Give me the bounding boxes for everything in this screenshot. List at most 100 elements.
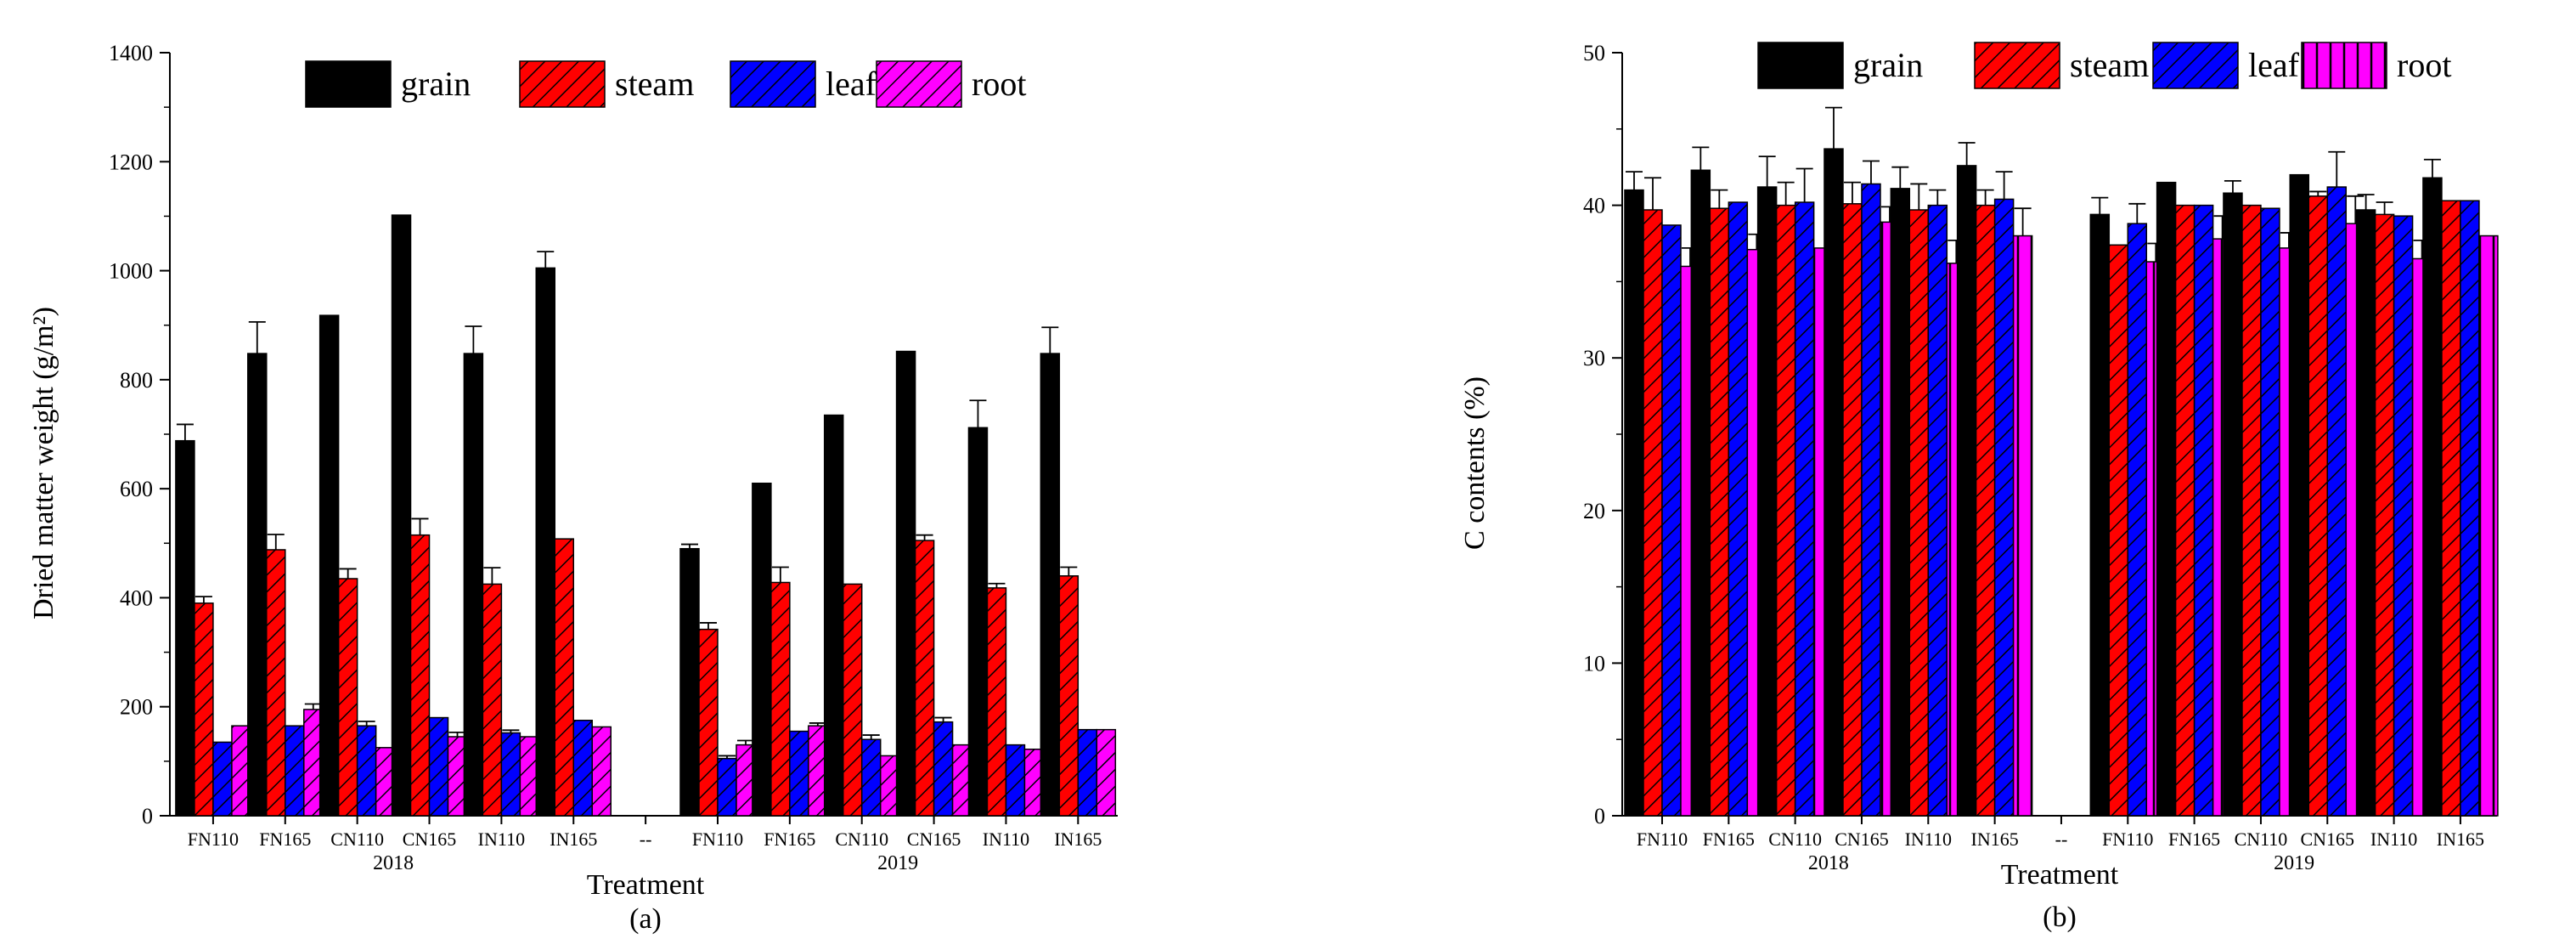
bar-leaf — [717, 757, 737, 817]
bar-leaf — [1728, 201, 1749, 817]
group-label: 2019 — [2274, 852, 2314, 874]
bar-leaf — [428, 716, 449, 817]
legend-label-root: root — [2397, 46, 2451, 84]
bar-grain — [1690, 169, 1711, 817]
y-tick-label: 1200 — [109, 150, 153, 174]
bar-leaf — [1993, 198, 2015, 817]
bar-grain — [679, 547, 700, 817]
bar-steam — [2441, 200, 2461, 817]
bar-leaf — [2260, 207, 2280, 817]
y-tick-label: 0 — [1594, 804, 1605, 828]
bar-steam — [1842, 203, 1863, 817]
bar-root — [1096, 728, 1117, 817]
x-tick-label: FN110 — [692, 828, 743, 850]
y-tick-label: 600 — [120, 477, 153, 501]
bar-grain — [1823, 148, 1844, 817]
bar-grain — [2289, 173, 2310, 817]
y-tick-label: 40 — [1583, 194, 1605, 218]
x-tick-label: IN165 — [1054, 828, 1102, 850]
x-tick-label: CN110 — [835, 828, 888, 850]
group-label: 2018 — [1808, 852, 1849, 874]
legend-swatch-root — [2301, 42, 2387, 89]
y-tick-label: 1000 — [109, 259, 153, 284]
bar-leaf — [2127, 223, 2148, 817]
bar-steam — [554, 538, 575, 817]
x-tick-label: CN165 — [907, 828, 961, 850]
y-tick-label: 10 — [1583, 651, 1605, 676]
bar-grain — [318, 314, 340, 817]
bar-grain — [823, 414, 844, 817]
bar-grain — [2422, 177, 2443, 817]
bar-steam — [1058, 575, 1079, 817]
bar-steam — [842, 583, 863, 817]
x-tick-label: CN165 — [403, 828, 457, 850]
x-tick-label: CN110 — [2235, 828, 2288, 850]
bar-grain — [752, 482, 772, 817]
bar-leaf — [356, 725, 377, 817]
x-tick-label: FN165 — [1703, 828, 1755, 850]
bar-leaf — [285, 725, 305, 817]
y-tick-label: 800 — [120, 368, 153, 393]
legend-swatch-leaf — [2152, 42, 2239, 89]
bar-steam — [698, 628, 719, 817]
bar-leaf — [1927, 204, 1948, 817]
x-tick-label: IN110 — [2370, 828, 2417, 850]
bar-leaf — [212, 741, 233, 817]
bar-steam — [1643, 209, 1663, 817]
bar-leaf — [2460, 200, 2480, 817]
bar-leaf — [933, 721, 954, 817]
bar-steam — [2174, 204, 2196, 817]
group-label: 2019 — [877, 852, 918, 874]
x-tick-label: IN110 — [1905, 828, 1952, 850]
bar-leaf — [1661, 224, 1682, 817]
bar-leaf — [500, 732, 521, 817]
y-tick-label: 50 — [1583, 41, 1605, 65]
bar-leaf — [1005, 744, 1026, 817]
legend-swatch-steam — [519, 60, 606, 108]
y-tick-label: 200 — [120, 695, 153, 720]
legend-label-steam: steam — [2070, 46, 2149, 84]
legend-swatch-grain — [1757, 42, 1844, 89]
x-tick-label: FN110 — [2102, 828, 2153, 850]
bar-grain — [463, 353, 484, 817]
panel-b-plot-area: 0 10 20 30 40 50 FN110 FN165 CN110 CN165 IN110 IN16… — [1583, 41, 2499, 874]
bar-steam — [2241, 204, 2262, 817]
legend-label-leaf: leaf — [2248, 46, 2300, 84]
bar-grain — [247, 353, 268, 817]
bar-leaf — [2326, 186, 2348, 817]
x-tick-label: FN165 — [259, 828, 311, 850]
bar-grain — [1956, 165, 1977, 817]
x-tick-label: CN110 — [1768, 828, 1822, 850]
bar-grain — [2223, 192, 2243, 817]
y-tick-label: 1400 — [109, 41, 153, 65]
x-tick-label: IN165 — [1971, 828, 2019, 850]
bar-grain — [535, 267, 556, 817]
panel-b-label: (b) — [2043, 902, 2077, 933]
bar-leaf — [789, 730, 809, 817]
legend-label-grain: grain — [401, 65, 471, 103]
panel-a-plot-area: 0 200 400 600 800 1000 1200 1400 FN110 FN165 CN110… — [109, 41, 1118, 874]
bar-steam — [2108, 244, 2129, 817]
x-tick-label: IN110 — [478, 828, 525, 850]
y-tick-label: 400 — [120, 585, 153, 610]
panel-a: 0 200 400 600 800 1000 1200 1400 FN110 FN165 CN110… — [28, 41, 1118, 935]
legend-swatch-root — [876, 60, 962, 108]
bar-grain — [1040, 353, 1061, 817]
panel-a-y-axis-title: Dried matter weight (g/m²) — [28, 307, 59, 619]
legend-label-steam: steam — [615, 65, 694, 103]
bar-root — [591, 726, 612, 817]
group-label: 2018 — [373, 852, 414, 874]
bar-grain — [175, 439, 195, 817]
bar-steam — [194, 602, 214, 817]
bar-steam — [914, 540, 935, 817]
legend-label-leaf: leaf — [826, 65, 877, 103]
bar-steam — [337, 578, 358, 817]
bar-grain — [1890, 188, 1911, 817]
y-tick-label: 20 — [1583, 499, 1605, 523]
x-tick-label: IN165 — [2437, 828, 2484, 850]
legend-swatch-leaf — [730, 60, 816, 108]
bar-grain — [2355, 209, 2376, 817]
panel-a-x-axis-title: Treatment — [587, 869, 705, 901]
